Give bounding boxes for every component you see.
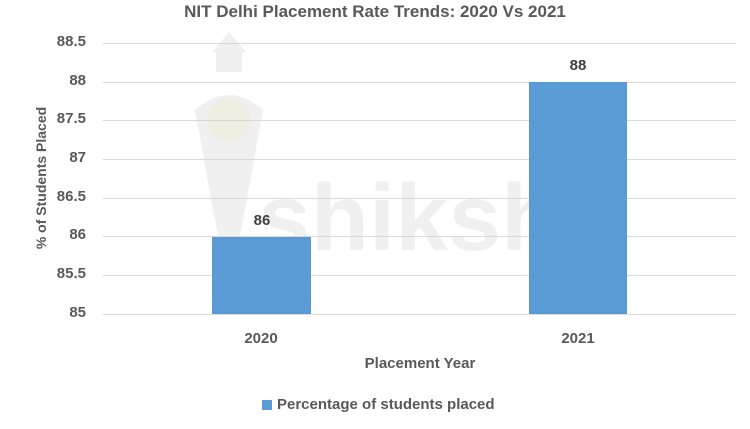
gridline-86 [103,236,736,237]
legend-swatch-icon [262,399,272,410]
gridline-87 [103,159,736,160]
y-tick: 87.5 [56,110,86,127]
gridline-86-5 [103,198,736,199]
x-tick-2020: 2020 [244,330,278,347]
y-tick: 85.5 [56,265,86,282]
y-tick: 86.5 [56,188,86,205]
y-tick: 86 [69,226,86,243]
legend: Percentage of students placed [262,396,495,413]
legend-label: Percentage of students placed [277,396,495,413]
y-axis-label: % of Students Placed [33,106,49,250]
gridline-88 [103,82,736,83]
chart-title: NIT Delhi Placement Rate Trends: 2020 Vs… [184,2,566,21]
y-tick: 87 [69,149,86,166]
data-label-2021: 88 [569,57,587,74]
x-axis-label: Placement Year [364,355,476,372]
bar-2020 [212,237,311,314]
y-tick: 85 [69,304,86,321]
y-tick: 88.5 [56,33,86,50]
y-tick: 88 [69,72,86,89]
bar-2021 [529,82,627,314]
gridline-85-5 [103,275,736,276]
gridline-88-5 [103,43,736,44]
data-label-2020: 86 [253,212,271,229]
gridline-85 [103,314,736,315]
x-tick-2021: 2021 [561,330,595,347]
gridline-87-5 [103,120,736,121]
